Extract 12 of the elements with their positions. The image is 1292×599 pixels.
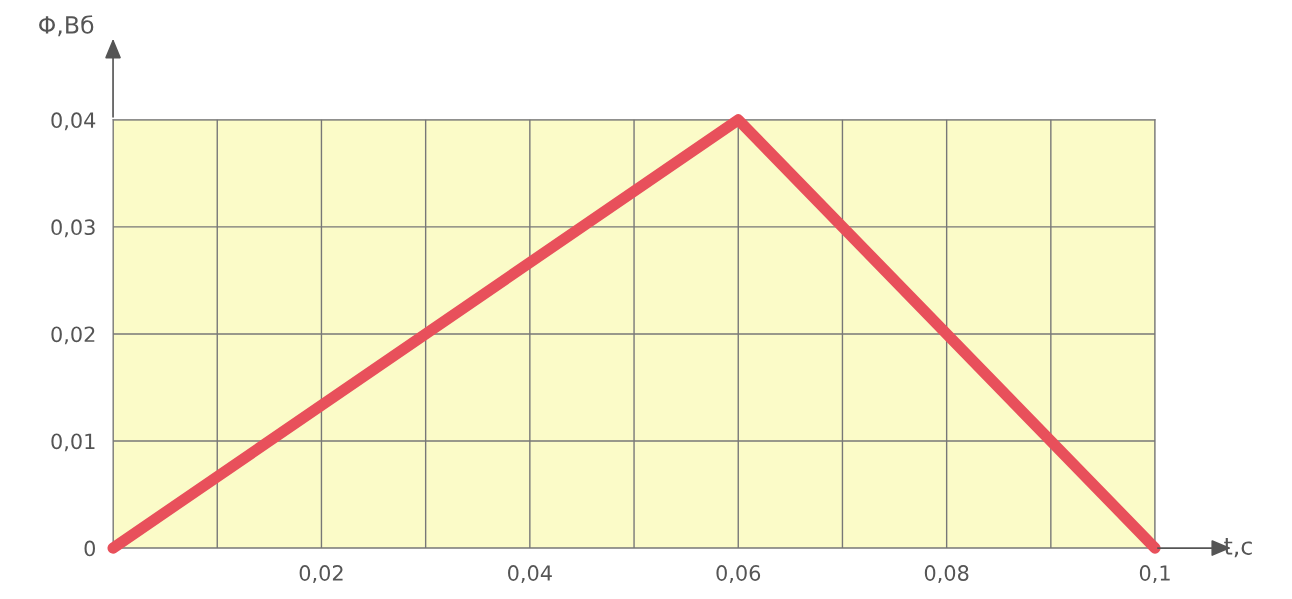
x-tick-label: 0,1 [1139, 565, 1170, 583]
x-tick-label: 0,02 [299, 565, 343, 583]
y-tick-label: 0,03 [51, 219, 95, 238]
x-tick-label: 0,08 [924, 565, 969, 583]
x-axis-title: t,c [1224, 538, 1252, 558]
y-tick-label: 0,02 [51, 326, 95, 345]
x-tick-label: 0,06 [716, 565, 761, 583]
y-axis-title: Φ,Вб [39, 15, 94, 37]
y-tick-label: 0,04 [51, 112, 96, 131]
y-tick-label: 0 [84, 540, 95, 557]
x-tick-label: 0,04 [508, 565, 552, 583]
y-tick-label: 0,01 [51, 433, 95, 452]
